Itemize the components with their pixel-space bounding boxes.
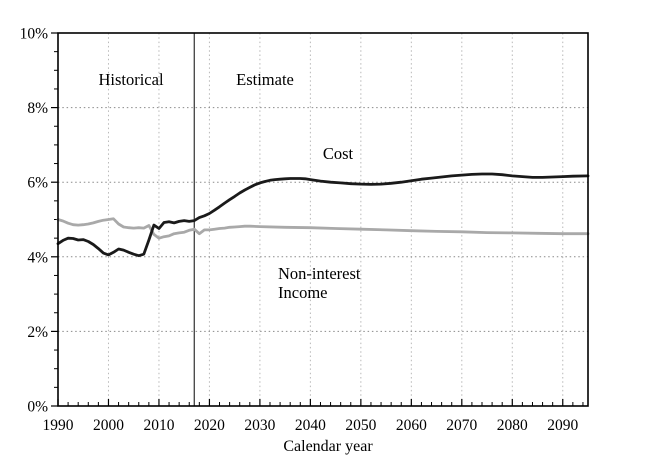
- y-tick-label-10%: 10%: [20, 26, 49, 43]
- estimate-region-label: Estimate: [236, 70, 294, 89]
- x-tick-label-2000: 2000: [93, 417, 124, 434]
- historical-region-label: Historical: [98, 70, 164, 89]
- x-axis-tick-labels: 1990 2000 2010 2020 2030 2040 2050 2060 2070 2080…: [43, 417, 579, 434]
- y-tick-label-0%: 0%: [27, 399, 48, 416]
- x-tick-label-2010: 2010: [143, 417, 174, 434]
- data-series-lines: [56, 172, 590, 258]
- x-tick-label-1990: 1990: [43, 417, 74, 434]
- x-tick-label-2090: 2090: [547, 417, 578, 434]
- non-interest-income-label-line1: Non-interest: [278, 264, 361, 283]
- y-tick-label-6%: 6%: [27, 175, 48, 192]
- x-tick-label-2050: 2050: [345, 417, 376, 434]
- non-interest-income-label-line2: Income: [278, 283, 328, 302]
- x-tick-label-2060: 2060: [396, 417, 427, 434]
- x-tick-label-2020: 2020: [194, 417, 225, 434]
- x-axis-title: Calendar year: [283, 438, 373, 455]
- vertical-gridlines: [107, 33, 564, 406]
- y-axis-tick-labels: 0% 2% 4% 6% 8% 10%: [20, 26, 49, 416]
- x-tick-label-2070: 2070: [446, 417, 477, 434]
- x-tick-label-2040: 2040: [295, 417, 326, 434]
- plot-border: [57, 32, 589, 407]
- y-tick-label-4%: 4%: [27, 249, 48, 266]
- cost-series-label: Cost: [322, 144, 354, 163]
- x-tick-label-2030: 2030: [244, 417, 275, 434]
- y-tick-label-8%: 8%: [27, 100, 48, 117]
- non-interest-income-series-label: Non-interest Income: [278, 264, 360, 302]
- y-tick-label-2%: 2%: [27, 324, 48, 341]
- x-tick-label-2080: 2080: [497, 417, 528, 434]
